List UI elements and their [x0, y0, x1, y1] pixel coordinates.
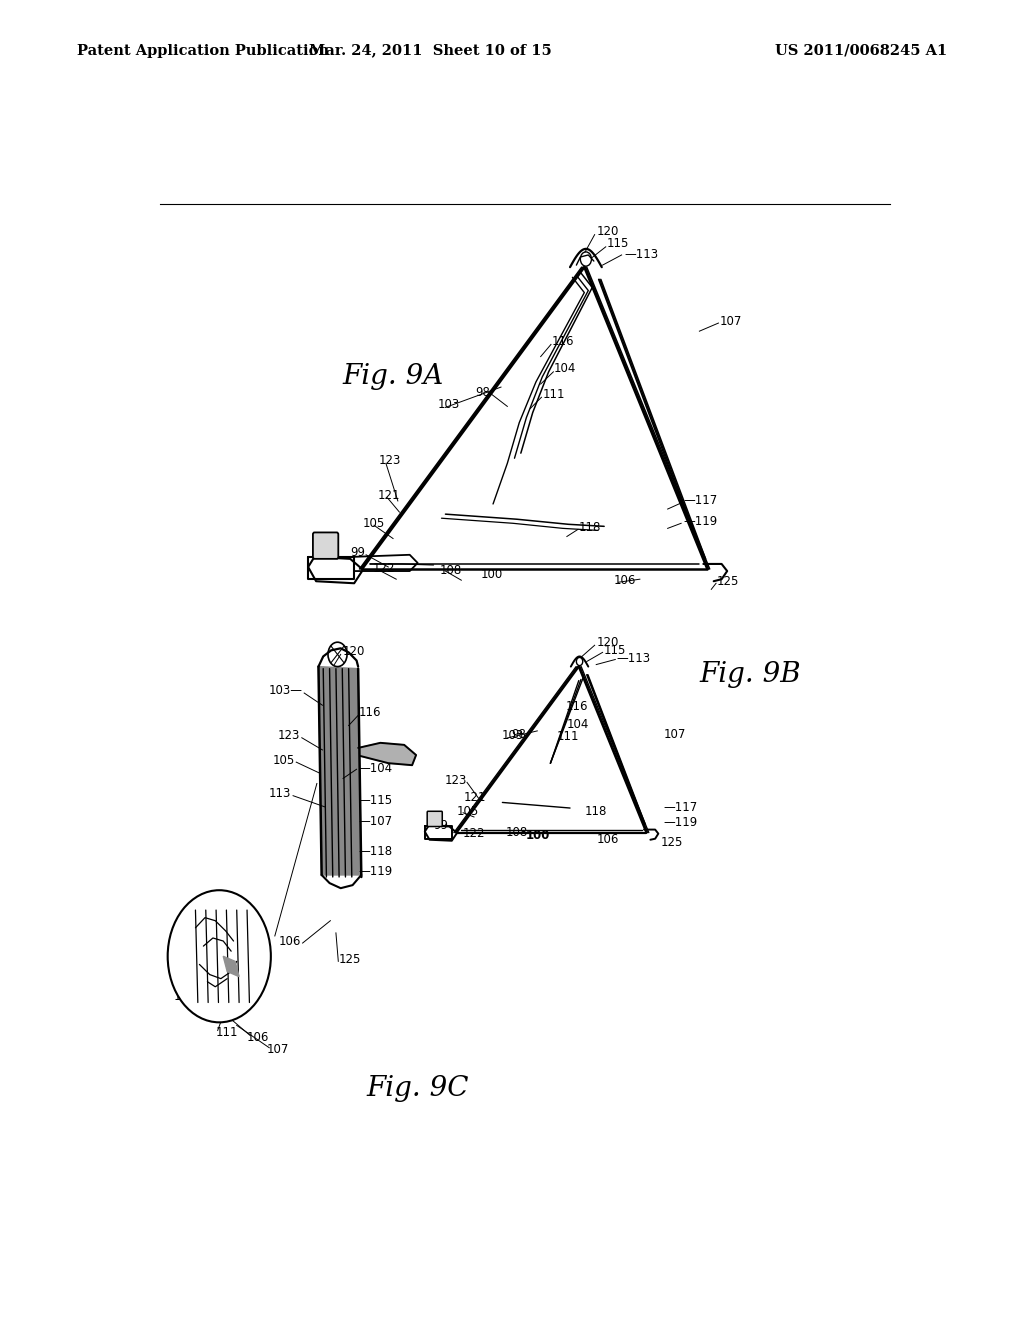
Text: US 2011/0068245 A1: US 2011/0068245 A1 [775, 44, 947, 58]
Text: —107: —107 [358, 814, 392, 828]
Text: 104: 104 [554, 362, 577, 375]
Text: —119: —119 [664, 816, 698, 829]
Text: 106: 106 [613, 574, 636, 586]
Text: 108: 108 [506, 826, 528, 840]
Text: Fig. 9B: Fig. 9B [699, 661, 801, 688]
Text: —115: —115 [358, 795, 392, 808]
Text: 103: 103 [437, 397, 460, 411]
Text: 120: 120 [596, 636, 618, 648]
Text: 116: 116 [565, 700, 588, 713]
Text: —113: —113 [624, 248, 658, 261]
Text: 113: 113 [173, 990, 196, 1003]
Text: 125: 125 [338, 953, 360, 966]
Polygon shape [358, 743, 416, 766]
Text: Patent Application Publication: Patent Application Publication [77, 44, 329, 58]
Text: 106: 106 [596, 833, 618, 846]
Text: 99: 99 [433, 818, 449, 832]
Text: —113: —113 [616, 652, 651, 665]
Text: 122: 122 [462, 828, 484, 840]
Text: 111: 111 [557, 730, 579, 743]
Text: 106: 106 [279, 935, 301, 948]
Text: 107: 107 [664, 727, 686, 741]
Text: 125: 125 [717, 574, 739, 587]
Text: 125: 125 [660, 837, 683, 849]
Text: —119: —119 [684, 515, 718, 528]
Text: 111: 111 [543, 388, 565, 401]
Text: 98: 98 [475, 385, 489, 399]
Text: 115: 115 [604, 644, 627, 657]
Text: 122: 122 [373, 561, 395, 574]
FancyBboxPatch shape [313, 532, 338, 558]
Text: Fig. 9A: Fig. 9A [342, 363, 443, 391]
Text: 118: 118 [585, 805, 607, 817]
Text: 105: 105 [457, 805, 479, 817]
Text: 107: 107 [720, 314, 742, 327]
Text: 115: 115 [606, 238, 629, 251]
Text: 108: 108 [440, 564, 462, 577]
Text: 120: 120 [342, 645, 365, 657]
Text: 100: 100 [525, 829, 550, 842]
Text: 113: 113 [268, 787, 291, 800]
Text: 120: 120 [596, 226, 618, 238]
Text: —117: —117 [684, 495, 718, 507]
Text: 118: 118 [579, 521, 601, 533]
FancyBboxPatch shape [427, 812, 442, 826]
Text: 99: 99 [350, 546, 366, 560]
Circle shape [168, 890, 270, 1022]
Text: 116: 116 [552, 335, 574, 348]
Text: —117: —117 [664, 801, 698, 813]
Text: Mar. 24, 2011  Sheet 10 of 15: Mar. 24, 2011 Sheet 10 of 15 [308, 44, 552, 58]
Polygon shape [318, 667, 361, 875]
Text: 103—: 103— [268, 685, 303, 697]
Text: 123: 123 [278, 729, 300, 742]
Text: 111: 111 [215, 1026, 238, 1039]
Text: Fig. 9C: Fig. 9C [367, 1074, 469, 1102]
Text: 121: 121 [377, 490, 399, 503]
Text: 106: 106 [247, 1031, 269, 1044]
Text: 103: 103 [502, 730, 524, 742]
Text: 123: 123 [379, 454, 401, 467]
Text: 98: 98 [512, 727, 526, 741]
Text: —118: —118 [358, 845, 392, 858]
Polygon shape [223, 956, 240, 977]
Text: 107: 107 [267, 1043, 289, 1056]
Text: 116: 116 [359, 706, 381, 719]
Text: —119: —119 [358, 866, 392, 878]
Text: 104: 104 [567, 718, 590, 731]
Text: 100: 100 [481, 568, 504, 581]
Text: 123: 123 [444, 774, 467, 787]
Text: 105: 105 [272, 754, 295, 767]
Text: 105: 105 [362, 517, 385, 529]
Text: —104: —104 [358, 762, 392, 775]
Text: 121: 121 [464, 791, 486, 804]
